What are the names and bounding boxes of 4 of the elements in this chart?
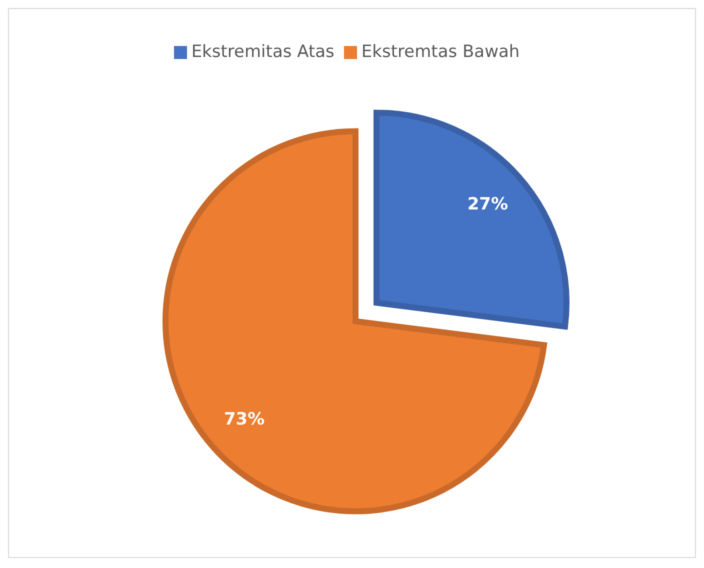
legend-label: Ekstremitas Atas	[191, 42, 334, 62]
legend-label: Ekstremtas Bawah	[361, 42, 520, 62]
data-label: 73%	[224, 409, 265, 430]
data-label: 27%	[467, 194, 508, 215]
